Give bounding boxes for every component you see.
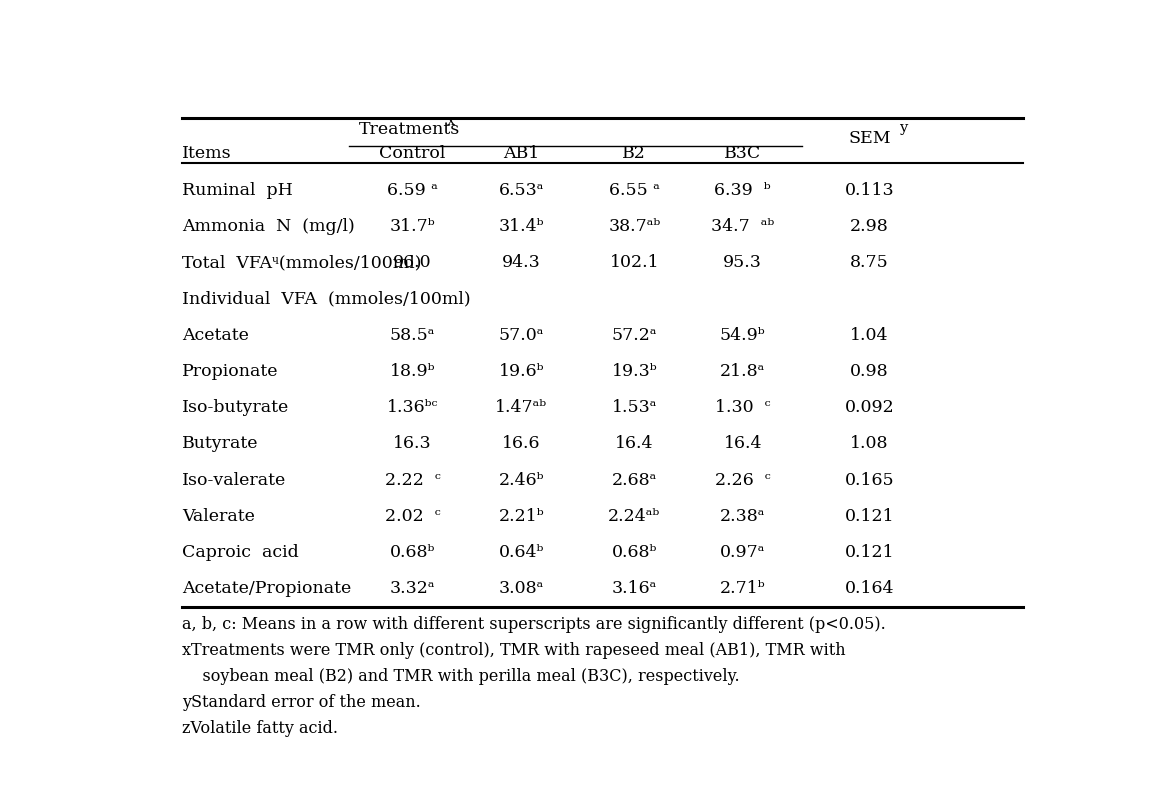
Text: 2.24ᵃᵇ: 2.24ᵃᵇ bbox=[608, 508, 661, 525]
Text: Ammonia  N  (mg/l): Ammonia N (mg/l) bbox=[182, 218, 355, 235]
Text: B3C: B3C bbox=[725, 145, 761, 162]
Text: 54.9ᵇ: 54.9ᵇ bbox=[720, 327, 766, 344]
Text: 16.3: 16.3 bbox=[393, 435, 432, 452]
Text: Treatments: Treatments bbox=[358, 121, 460, 138]
Text: 0.164: 0.164 bbox=[845, 580, 894, 597]
Text: 8.75: 8.75 bbox=[850, 255, 889, 272]
Text: 6.55 ᵃ: 6.55 ᵃ bbox=[609, 182, 659, 199]
Text: 21.8ᵃ: 21.8ᵃ bbox=[720, 363, 766, 380]
Text: y: y bbox=[900, 121, 908, 135]
Text: 31.4ᵇ: 31.4ᵇ bbox=[498, 218, 544, 235]
Text: 2.02  ᶜ: 2.02 ᶜ bbox=[385, 508, 441, 525]
Text: 0.121: 0.121 bbox=[845, 508, 894, 525]
Text: 6.59 ᵃ: 6.59 ᵃ bbox=[387, 182, 438, 199]
Text: Iso-butyrate: Iso-butyrate bbox=[182, 399, 289, 416]
Text: 58.5ᵃ: 58.5ᵃ bbox=[390, 327, 435, 344]
Text: Control: Control bbox=[379, 145, 446, 162]
Text: 6.53ᵃ: 6.53ᵃ bbox=[498, 182, 544, 199]
Text: 19.6ᵇ: 19.6ᵇ bbox=[498, 363, 544, 380]
Text: 2.26  ᶜ: 2.26 ᶜ bbox=[715, 472, 770, 488]
Text: AB1: AB1 bbox=[503, 145, 539, 162]
Text: Individual  VFA  (mmoles/100ml): Individual VFA (mmoles/100ml) bbox=[182, 291, 470, 308]
Text: 2.71ᵇ: 2.71ᵇ bbox=[720, 580, 766, 597]
Text: 3.32ᵃ: 3.32ᵃ bbox=[390, 580, 435, 597]
Text: 3.16ᵃ: 3.16ᵃ bbox=[612, 580, 657, 597]
Text: Valerate: Valerate bbox=[182, 508, 254, 525]
Text: 0.97ᵃ: 0.97ᵃ bbox=[720, 544, 766, 561]
Text: 2.21ᵇ: 2.21ᵇ bbox=[498, 508, 544, 525]
Text: 16.4: 16.4 bbox=[615, 435, 654, 452]
Text: 16.4: 16.4 bbox=[724, 435, 762, 452]
Text: 19.3ᵇ: 19.3ᵇ bbox=[612, 363, 657, 380]
Text: 2.38ᵃ: 2.38ᵃ bbox=[720, 508, 766, 525]
Text: SEM: SEM bbox=[848, 131, 890, 147]
Text: Acetate/Propionate: Acetate/Propionate bbox=[182, 580, 351, 597]
Text: 6.39  ᵇ: 6.39 ᵇ bbox=[714, 182, 771, 199]
Text: Ruminal  pH: Ruminal pH bbox=[182, 182, 293, 199]
Text: Iso-valerate: Iso-valerate bbox=[182, 472, 286, 488]
Text: 34.7  ᵃᵇ: 34.7 ᵃᵇ bbox=[711, 218, 775, 235]
Text: 95.3: 95.3 bbox=[724, 255, 762, 272]
Text: 0.68ᵇ: 0.68ᵇ bbox=[612, 544, 657, 561]
Text: Items: Items bbox=[182, 145, 232, 162]
Text: Butyrate: Butyrate bbox=[182, 435, 259, 452]
Text: 1.30  ᶜ: 1.30 ᶜ bbox=[715, 399, 770, 416]
Text: Caproic  acid: Caproic acid bbox=[182, 544, 299, 561]
Text: xTreatments were TMR only (control), TMR with rapeseed meal (AB1), TMR with: xTreatments were TMR only (control), TMR… bbox=[182, 642, 846, 659]
Text: x: x bbox=[447, 114, 455, 128]
Text: zVolatile fatty acid.: zVolatile fatty acid. bbox=[182, 721, 338, 737]
Text: soybean meal (B2) and TMR with perilla meal (B3C), respectively.: soybean meal (B2) and TMR with perilla m… bbox=[182, 668, 740, 685]
Text: 0.092: 0.092 bbox=[845, 399, 894, 416]
Text: 96.0: 96.0 bbox=[393, 255, 432, 272]
Text: Propionate: Propionate bbox=[182, 363, 279, 380]
Text: 3.08ᵃ: 3.08ᵃ bbox=[498, 580, 544, 597]
Text: Total  VFAᶣ(mmoles/100ml): Total VFAᶣ(mmoles/100ml) bbox=[182, 255, 421, 272]
Text: 0.121: 0.121 bbox=[845, 544, 894, 561]
Text: 18.9ᵇ: 18.9ᵇ bbox=[390, 363, 435, 380]
Text: 57.2ᵃ: 57.2ᵃ bbox=[612, 327, 657, 344]
Text: B2: B2 bbox=[622, 145, 647, 162]
Text: 38.7ᵃᵇ: 38.7ᵃᵇ bbox=[608, 218, 661, 235]
Text: 1.08: 1.08 bbox=[851, 435, 888, 452]
Text: 2.46ᵇ: 2.46ᵇ bbox=[498, 472, 544, 488]
Text: 2.98: 2.98 bbox=[850, 218, 889, 235]
Text: 0.64ᵇ: 0.64ᵇ bbox=[498, 544, 544, 561]
Text: 0.113: 0.113 bbox=[845, 182, 894, 199]
Text: Acetate: Acetate bbox=[182, 327, 249, 344]
Text: 102.1: 102.1 bbox=[609, 255, 659, 272]
Text: 2.68ᵃ: 2.68ᵃ bbox=[612, 472, 657, 488]
Text: 94.3: 94.3 bbox=[502, 255, 540, 272]
Text: 2.22  ᶜ: 2.22 ᶜ bbox=[385, 472, 441, 488]
Text: 0.165: 0.165 bbox=[845, 472, 894, 488]
Text: 0.98: 0.98 bbox=[850, 363, 889, 380]
Text: 1.53ᵃ: 1.53ᵃ bbox=[612, 399, 657, 416]
Text: yStandard error of the mean.: yStandard error of the mean. bbox=[182, 695, 421, 712]
Text: a, b, c: Means in a row with different superscripts are significantly different : a, b, c: Means in a row with different s… bbox=[182, 616, 886, 634]
Text: 1.47ᵃᵇ: 1.47ᵃᵇ bbox=[495, 399, 547, 416]
Text: 1.36ᵇᶜ: 1.36ᵇᶜ bbox=[387, 399, 439, 416]
Text: 0.68ᵇ: 0.68ᵇ bbox=[390, 544, 435, 561]
Text: 31.7ᵇ: 31.7ᵇ bbox=[390, 218, 435, 235]
Text: 1.04: 1.04 bbox=[851, 327, 888, 344]
Text: 57.0ᵃ: 57.0ᵃ bbox=[498, 327, 544, 344]
Text: 16.6: 16.6 bbox=[502, 435, 540, 452]
